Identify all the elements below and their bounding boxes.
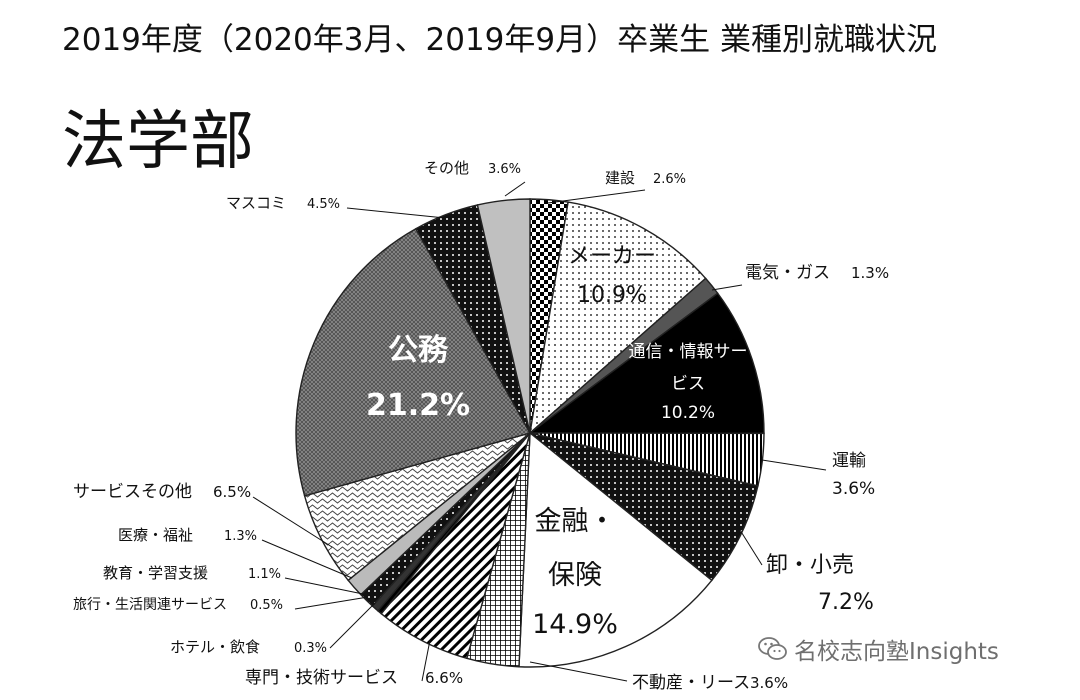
slice-value-運輸: 3.6%	[832, 479, 875, 499]
slice-label-通信-情報サービス-1: 通信・情報サー	[629, 342, 748, 362]
slice-label-運輸: 運輸	[832, 451, 866, 471]
leader-line-サービスその他	[252, 496, 333, 548]
leader-line-不動産-リース	[529, 661, 628, 682]
slice-label-建設: 建設	[605, 169, 635, 187]
leader-line-専門-技術サービス	[421, 639, 431, 682]
slice-label-金融-保険-2: 保険	[548, 560, 602, 591]
watermark-text: 名校志向塾Insights	[794, 639, 999, 665]
leader-line-卸-小売	[739, 529, 763, 566]
pie-slice-卸-小売	[529, 432, 759, 582]
slice-value-ホテル-飲食: 0.3%	[294, 641, 327, 656]
slice-value-メーカー: 10.9%	[577, 283, 647, 308]
slice-value-電気-ガス: 1.3%	[851, 264, 889, 282]
slice-value-その他: 3.6%	[488, 162, 521, 177]
slice-value-不動産-リース: 3.6%	[750, 674, 788, 692]
slice-label-その他: その他	[424, 159, 469, 177]
slice-value-マスコミ: 4.5%	[307, 197, 340, 212]
slice-value-旅行-生活関連サービス: 0.5%	[250, 598, 283, 613]
pie-slice-金融-保険	[518, 431, 713, 668]
wechat-icon	[758, 637, 787, 660]
pie-slice-公務	[295, 227, 532, 497]
slice-label-マスコミ: マスコミ	[226, 194, 286, 212]
slice-label-金融-保険-1: 金融・	[535, 506, 616, 537]
pie-slice-メーカー	[528, 201, 707, 435]
chart-title: 法学部	[62, 105, 254, 179]
slice-value-建設: 2.6%	[653, 172, 686, 187]
slice-label-医療-福祉: 医療・福祉	[118, 526, 193, 544]
leader-line-マスコミ	[346, 207, 446, 219]
slice-label-メーカー: メーカー	[568, 244, 656, 269]
slice-value-サービスその他: 6.5%	[213, 483, 251, 501]
slice-label-公務: 公務	[388, 333, 449, 368]
leader-line-運輸	[761, 459, 827, 471]
page-title: 2019年度（2020年3月、2019年9月）卒業生 業種別就職状況	[62, 22, 937, 58]
slice-label-専門-技術サービス: 専門・技術サービス	[245, 668, 398, 688]
watermark: 名校志向塾Insights	[758, 632, 999, 666]
leader-line-医療-福祉	[261, 539, 353, 579]
leader-line-その他	[504, 181, 526, 197]
pie-slice-通信-情報サービス	[527, 292, 765, 435]
slice-label-不動産-リース: 不動産・リース	[632, 673, 750, 693]
leader-line-ホテル-飲食	[329, 602, 376, 649]
slice-value-教育-学習支援: 1.1%	[248, 567, 281, 582]
slice-value-専門-技術サービス: 6.6%	[425, 669, 463, 687]
slice-label-卸-小売: 卸・小売	[766, 553, 854, 578]
leader-line-電気-ガス	[711, 284, 743, 291]
leader-line-教育-学習支援	[284, 577, 364, 595]
slice-value-公務: 21.2%	[366, 388, 470, 423]
slice-label-ホテル-飲食: ホテル・飲食	[170, 638, 260, 656]
slice-value-通信-情報サービス: 10.2%	[661, 403, 715, 423]
slice-label-旅行-生活関連サービス: 旅行・生活関連サービス	[73, 597, 227, 613]
slice-label-サービスその他: サービスその他	[73, 482, 192, 502]
slice-value-医療-福祉: 1.3%	[224, 529, 257, 544]
slice-label-電気-ガス: 電気・ガス	[745, 263, 830, 283]
slice-label-通信-情報サービス-2: ビス	[671, 374, 705, 394]
slice-label-教育-学習支援: 教育・学習支援	[103, 564, 208, 582]
leader-line-旅行-生活関連サービス	[294, 596, 369, 610]
pie-slice-その他	[476, 198, 531, 434]
slice-value-卸-小売: 7.2%	[818, 590, 874, 615]
slice-value-金融-保険: 14.9%	[532, 609, 618, 640]
leader-line-建設	[547, 189, 646, 204]
